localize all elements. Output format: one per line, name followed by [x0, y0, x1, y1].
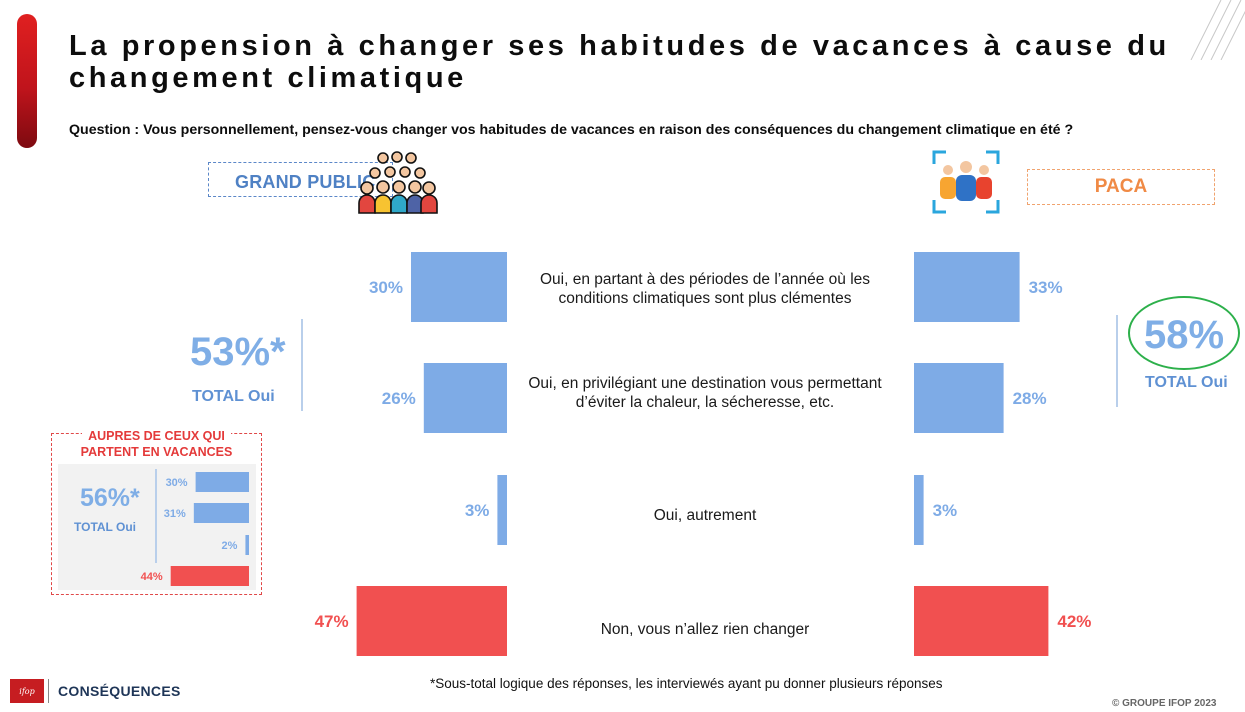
grand-public-total-label: TOTAL Oui [192, 388, 275, 405]
paca-box [1027, 169, 1215, 205]
paca-total-label: TOTAL Oui [1145, 374, 1228, 391]
footnote: *Sous-total logique des réponses, les in… [430, 676, 943, 691]
paca-value-2: 28% [1013, 389, 1047, 408]
paca-value-4: 42% [1057, 612, 1091, 631]
vacationers-inset-header: AUPRES DE CEUX QUI PARTENT EN VACANCES [52, 429, 261, 460]
category-label-2: Oui, en privilégiant une destination vou… [528, 375, 882, 411]
paca-bar-2 [914, 363, 1004, 433]
paca-bar-1 [914, 252, 1020, 322]
paca-bar-4 [914, 586, 1049, 656]
inset-total-label: TOTAL Oui [74, 520, 136, 534]
paca-bar-3 [914, 475, 924, 545]
ifop-logo: ifop [10, 679, 44, 703]
grand-public-value-3: 3% [465, 501, 490, 520]
team-icon [932, 150, 1000, 214]
page-title: La propension à changer ses habitudes de… [69, 30, 1170, 94]
category-label-4: Non, vous n’allez rien changer [600, 621, 810, 638]
crowd-icon [358, 151, 438, 214]
highlight-circle [1128, 296, 1240, 370]
grand-public-label: GRAND PUBLIC [235, 172, 376, 192]
grand-public-total-value: 53%* [190, 330, 286, 374]
inset-total-divider [155, 469, 157, 563]
paca-value-1: 33% [1029, 278, 1063, 297]
paca-total-divider [1116, 315, 1118, 407]
accent-bar [17, 14, 37, 148]
logo-separator [48, 679, 50, 703]
grand-public-value-4: 47% [315, 612, 349, 631]
paca-total-value: 58% [1144, 313, 1225, 357]
consequences-logo: CONSÉQUENCES [58, 683, 181, 699]
grand-public-value-1: 30% [369, 278, 403, 297]
corner-hatch-decoration [1190, 0, 1245, 60]
grand-public-box [208, 162, 393, 197]
grand-public-value-2: 26% [382, 389, 416, 408]
inset-header-line1: AUPRES DE CEUX QUI [82, 429, 231, 443]
grand-public-bar-1 [411, 252, 507, 322]
paca-value-3: 3% [933, 501, 958, 520]
grand-public-bar-3 [497, 475, 507, 545]
paca-label: PACA [1094, 176, 1148, 197]
copyright: © GROUPE IFOP 2023 [1112, 698, 1217, 709]
inset-total-value: 56%* [80, 484, 140, 512]
grand-public-total-divider [301, 319, 303, 411]
category-label-3: Oui, autrement [653, 507, 757, 524]
question-text: Question : Vous personnellement, pensez-… [69, 122, 1074, 138]
grand-public-bar-4 [356, 586, 507, 656]
grand-public-bar-2 [423, 363, 507, 433]
inset-header-line2: PARTENT EN VACANCES [74, 444, 239, 459]
category-label-1: Oui, en partant à des périodes de l’anné… [539, 271, 871, 307]
